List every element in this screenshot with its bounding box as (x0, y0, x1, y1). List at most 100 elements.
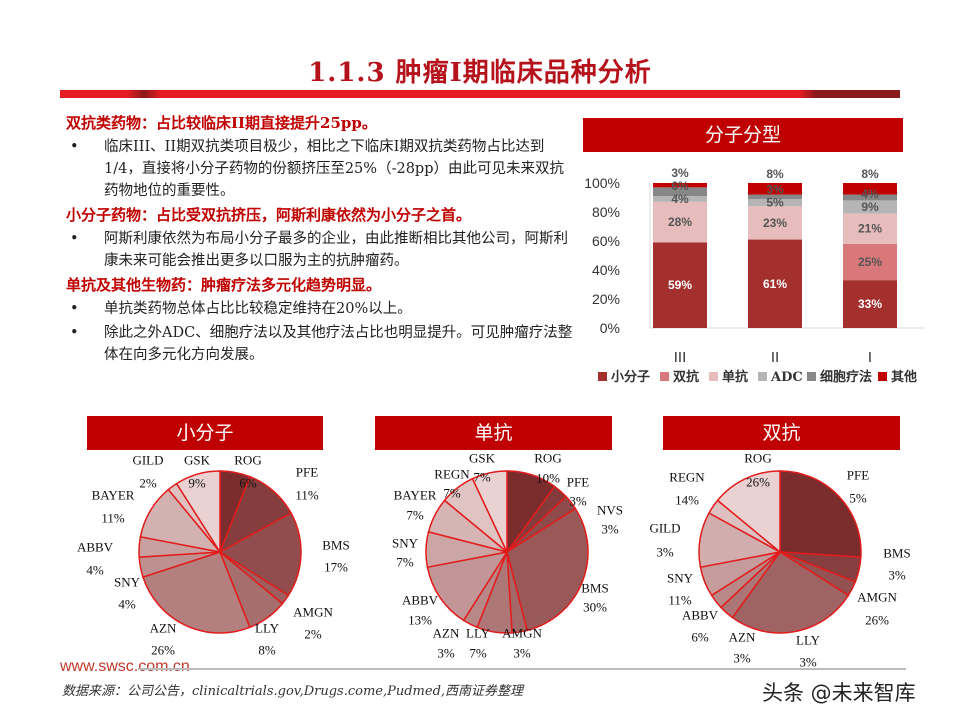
bar-value-label: 4% (861, 187, 879, 201)
pie-label: LLY (255, 621, 280, 636)
section-heading: 小分子药物：占比受双抗挤压，阿斯利康依然为小分子之首。 (66, 206, 472, 224)
bar-value-label: 6% (671, 179, 689, 193)
section-heading: 双抗类药物：占比较临床II期直接提升25pp。 (66, 114, 377, 132)
data-source: 数据来源：公司公告，clinicaltrials.gov,Drugs.come,… (62, 684, 524, 699)
pie-label: AMGN (502, 626, 542, 641)
pie-label: ROG (534, 451, 561, 466)
y-tick-label: 0% (600, 320, 620, 336)
pie-slice (142, 551, 251, 634)
bar-segment (653, 187, 707, 197)
pie-value-label: 2% (139, 476, 157, 491)
bar-value-label: 8% (861, 167, 879, 181)
bar-value-label: 25% (858, 255, 882, 269)
pie-value-label: 3% (513, 646, 531, 661)
pie-value-label: 3% (799, 655, 817, 670)
bar-value-label: 28% (668, 215, 692, 229)
bar-segment (653, 196, 707, 202)
bar-value-label: 4% (671, 192, 689, 206)
bar-segment (653, 183, 707, 188)
bullet-item: 单抗类药物总体占比比较稳定维持在20%以上。 (66, 298, 578, 320)
bullet-item: 除此之外ADC、细胞疗法以及其他疗法占比也明显提升。可见肿瘤疗法整体在向多元化方… (66, 322, 578, 366)
pie-value-label: 11% (668, 593, 692, 608)
pie-value-label: 13% (408, 613, 432, 628)
pie-label: BMS (322, 538, 349, 553)
legend-label: 双抗 (673, 369, 699, 385)
y-tick-label: 100% (584, 175, 620, 191)
pie-slice (218, 511, 302, 597)
legend-swatch (807, 372, 816, 381)
legend-swatch (660, 372, 669, 381)
legend-label: ADC (770, 370, 803, 385)
pie-label: PFE (847, 468, 869, 483)
y-tick-label: 20% (592, 291, 620, 307)
pie-label: BMS (883, 546, 910, 561)
pie-value-label: 6% (239, 476, 257, 491)
bar-segment (748, 198, 802, 207)
watermark: 头条 @未来智库 (762, 681, 916, 705)
pie-label: AZN (729, 630, 756, 645)
pie-label: GILD (132, 453, 163, 468)
pie-value-label: 17% (324, 560, 348, 575)
pie-value-label: 26% (746, 475, 770, 490)
bar-segment (843, 280, 897, 328)
bar-value-label: 5% (766, 196, 784, 210)
pie-value-label: 6% (691, 630, 709, 645)
pie-value-label: 3% (437, 646, 455, 661)
pie-slice (426, 550, 509, 622)
legend-swatch (598, 372, 607, 381)
pie-value-label: 3% (601, 522, 619, 537)
legend-swatch (709, 372, 718, 381)
legend-swatch (878, 372, 887, 381)
bar-value-label: 23% (763, 216, 787, 230)
bar-value-label: 61% (763, 277, 787, 291)
pie-slice (471, 470, 508, 553)
pie-slice (731, 550, 850, 634)
bar-value-label: 21% (858, 222, 882, 236)
pie-value-label: 7% (406, 508, 424, 523)
pie-value-label: 4% (118, 597, 136, 612)
section-heading: 单抗及其他生物药：肿瘤疗法多元化趋势明显。 (66, 276, 382, 294)
bar-segment (748, 206, 802, 240)
pie-value-label: 2% (304, 627, 322, 642)
pie-label: ABBV (77, 540, 114, 555)
pie-slice (175, 470, 221, 555)
pie-label: NVS (597, 503, 623, 518)
pie-label: ROG (234, 453, 261, 468)
bar-segment (653, 201, 707, 243)
legend-label: 单抗 (722, 369, 748, 385)
x-tick-label: III (674, 349, 687, 366)
pie-value-label: 11% (295, 488, 319, 503)
pie-label: PFE (567, 475, 589, 490)
pie-label: ROG (744, 451, 771, 466)
title-divider (60, 90, 900, 98)
pie-label: PFE (296, 465, 318, 480)
pie-label: AMGN (857, 590, 897, 605)
pie-label: LLY (466, 626, 491, 641)
pie-header-bispecific: 双抗 (663, 416, 900, 450)
bar-value-label: 33% (858, 297, 882, 311)
pie-value-label: 7% (396, 555, 414, 570)
bar-value-label: 3% (671, 166, 689, 180)
pie-value-label: 3% (888, 568, 906, 583)
bar-segment (843, 243, 897, 281)
legend-swatch (758, 372, 767, 381)
footer-url[interactable]: www.swsc.com.cn (60, 658, 190, 675)
pie-value-label: 7% (443, 486, 461, 501)
pie-value-label: 3% (656, 545, 674, 560)
pie-value-label: 3% (569, 494, 587, 509)
legend-label: 细胞疗法 (820, 369, 872, 385)
pie-value-label: 5% (849, 491, 867, 506)
pie-value-label: 26% (865, 613, 889, 628)
pie-label: BMS (581, 581, 608, 596)
pie-label: AZN (150, 621, 177, 636)
pie-value-label: 10% (536, 471, 560, 486)
pie-value-label: 7% (469, 646, 487, 661)
pie-value-label: 9% (188, 476, 206, 491)
pie-label: SNY (114, 575, 141, 590)
legend-label: 小分子 (611, 369, 650, 385)
pie-label: GILD (649, 521, 680, 536)
pie-value-label: 14% (675, 493, 699, 508)
x-tick-label: I (868, 349, 872, 366)
